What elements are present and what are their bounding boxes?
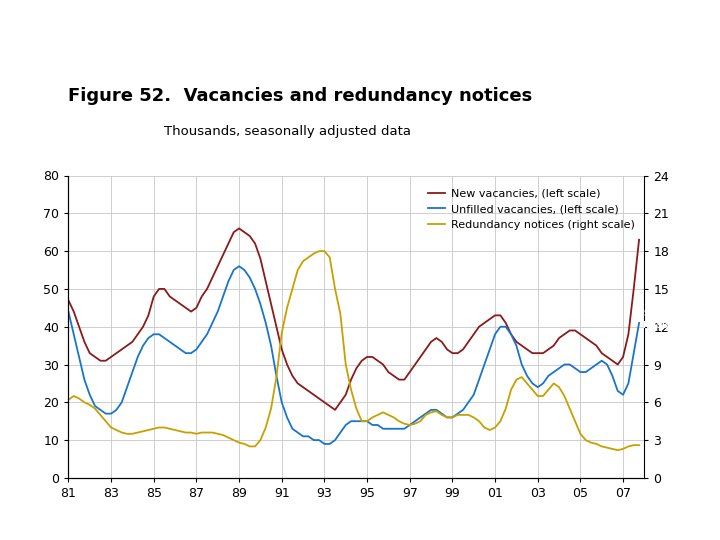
Legend: New vacancies, (left scale), Unfilled vacancies, (left scale), Redundancy notice: New vacancies, (left scale), Unfilled va…	[424, 184, 639, 234]
Text: SVERIGES
RIKSBANK: SVERIGES RIKSBANK	[642, 309, 686, 330]
Text: Figure 52.  Vacancies and redundancy notices: Figure 52. Vacancies and redundancy noti…	[68, 87, 533, 105]
Text: Thousands, seasonally adjusted data: Thousands, seasonally adjusted data	[163, 125, 411, 138]
Text: Note. Three-month moving average.: Note. Three-month moving average.	[18, 511, 208, 521]
Text: Source: National Labour Market Board: Source: National Labour Market Board	[374, 509, 644, 522]
